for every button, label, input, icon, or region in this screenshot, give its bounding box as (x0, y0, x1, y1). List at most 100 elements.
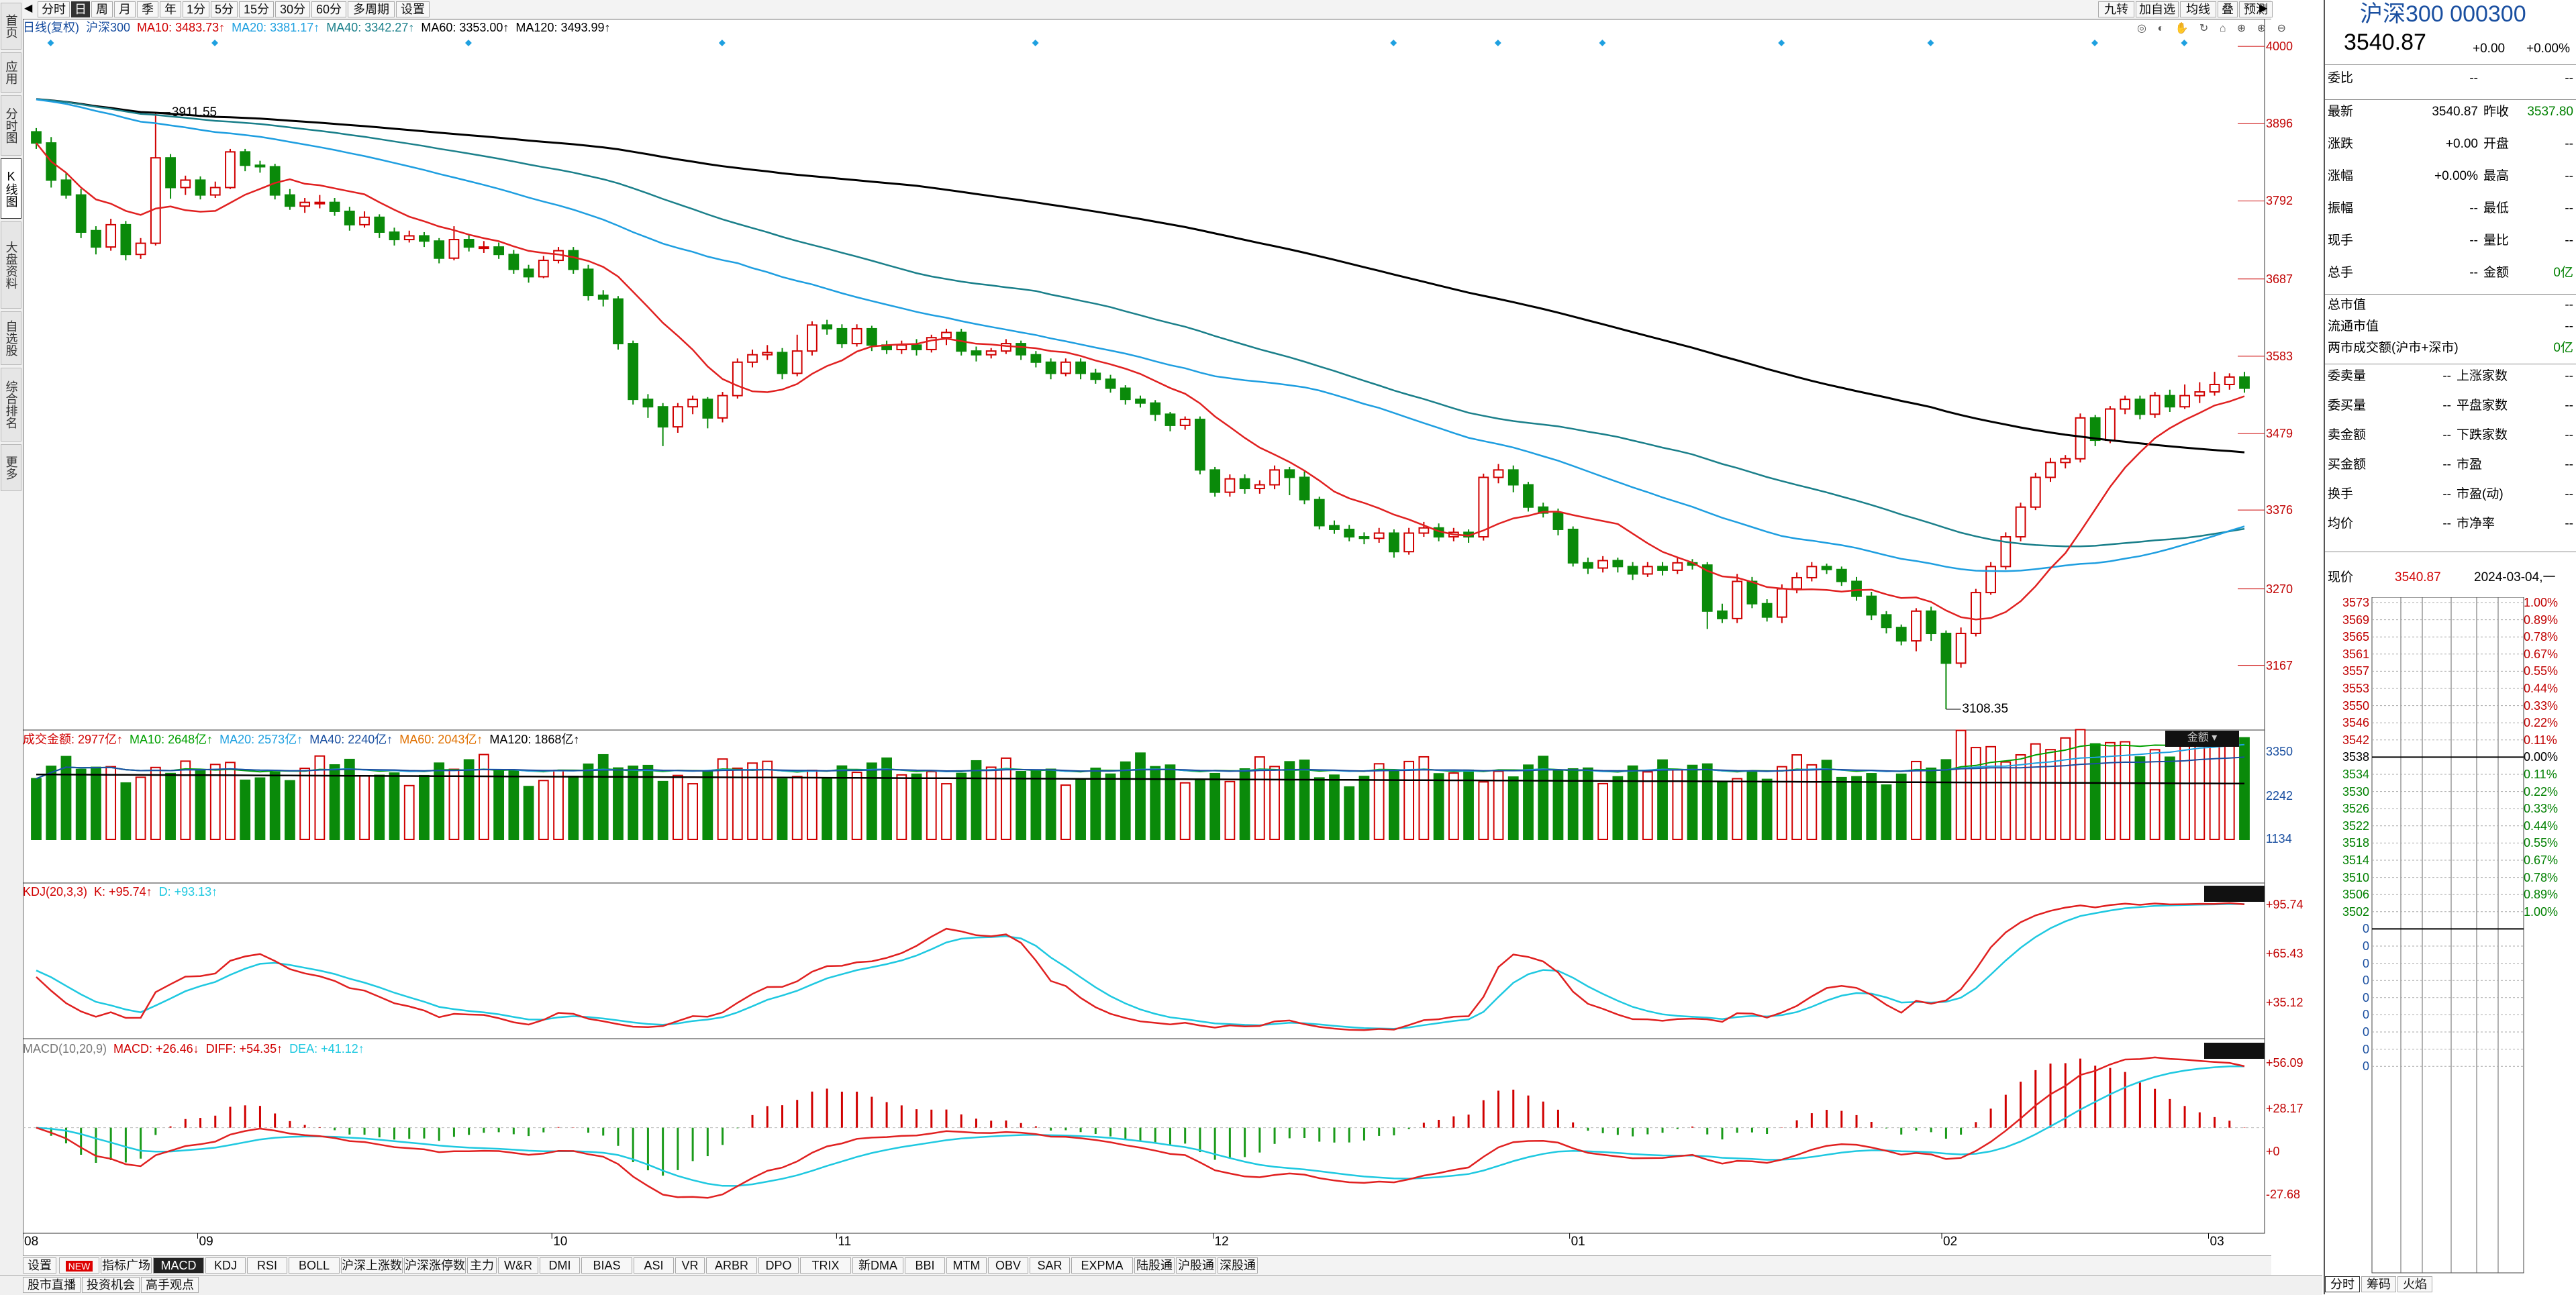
intraday-mini-chart[interactable]: 3573 3569 3565 3561 3557 3553 3550 3546 3542 3538… (2325, 596, 2576, 1274)
left-tab-4[interactable]: 大盘资料 (1, 221, 21, 309)
volume-bar (344, 758, 355, 840)
left-tab-1[interactable]: 应用 (1, 52, 21, 93)
toolbar-left-arrow-icon[interactable]: ◀ (24, 3, 33, 14)
kdj-panel-button[interactable] (2204, 886, 2265, 902)
left-tab-2[interactable]: 分时图 (1, 95, 21, 156)
period-tab-4[interactable]: 季 (137, 1, 158, 17)
indicator-tab-9[interactable]: W&R (498, 1257, 538, 1274)
settings-tab[interactable]: 设置 (23, 1257, 56, 1274)
intraday-left-label: 3510 (2342, 870, 2369, 884)
indicator-tab-16[interactable]: TRIX (800, 1257, 851, 1274)
volume-bar (2045, 749, 2056, 841)
pair-value: -- (2442, 517, 2451, 531)
volume-bar (985, 766, 997, 841)
indicator-tab-6[interactable]: 沪深上涨数 (341, 1257, 403, 1274)
main-toolbar-icons[interactable]: ◎ ◐ ✋ ↻ ⌂ ⊕ ⊕ ⊖ (2137, 23, 2290, 34)
candle-body (538, 260, 549, 278)
quote-bottom-tab-0[interactable]: 分时 (2325, 1276, 2360, 1292)
candle-body (344, 210, 355, 225)
volume-bar (314, 755, 326, 841)
volume-mode-button[interactable]: 金额 ▾ (2165, 731, 2239, 747)
period-tab-7[interactable]: 5分 (211, 1, 238, 17)
indicator-tab-0[interactable]: NEW (59, 1257, 99, 1274)
indicator-tab-19[interactable]: MTM (946, 1257, 987, 1274)
indicator-tab-label: 沪股通 (1178, 1259, 1214, 1272)
pair-label: 委买量 (2328, 399, 2367, 413)
indicator-tab-14[interactable]: ARBR (706, 1257, 757, 1274)
left-tab-5[interactable]: 自选股 (1, 311, 21, 365)
bottom-tab-2[interactable]: 高手观点 (141, 1277, 199, 1293)
period-tab-2[interactable]: 周 (91, 1, 113, 17)
macd-panel-button[interactable] (2204, 1043, 2265, 1059)
quote-value: -- (2469, 234, 2478, 248)
period-tab-3[interactable]: 月 (114, 1, 136, 17)
indicator-tab-1[interactable]: 指标广场 (101, 1257, 152, 1274)
indicator-tab-label: ARBR (714, 1259, 748, 1272)
bottom-tab-0[interactable]: 股市直播 (23, 1277, 81, 1293)
quote-bottom-tab-2[interactable]: 火焰 (2397, 1276, 2432, 1292)
indicator-tab-22[interactable]: EXPMA (1071, 1257, 1133, 1274)
candle-body (1806, 566, 1818, 578)
kdj-legend-item-1: K: +95.74↑ (94, 885, 152, 898)
indicator-tab-18[interactable]: BBI (905, 1257, 945, 1274)
indicator-tab-20[interactable]: OBV (988, 1257, 1028, 1274)
period-tab-11[interactable]: 多周期 (348, 1, 395, 17)
toolbar-right-1[interactable]: 加自选 (2136, 1, 2179, 17)
period-tab-10[interactable]: 60分 (311, 1, 346, 17)
kline-chart[interactable]: 日线(复权) 沪深300 MA10: 3483.73↑ MA20: 3381.17↑ M… (23, 19, 2303, 1255)
toolbar-right-0[interactable]: 九转 (2098, 1, 2134, 17)
indicator-tab-12[interactable]: ASI (634, 1257, 674, 1274)
candle-body (1970, 592, 1981, 635)
volume-bar (1583, 767, 1593, 840)
period-tab-0[interactable]: 分时 (38, 1, 70, 17)
period-tab-9[interactable]: 30分 (275, 1, 310, 17)
quote-bottom-tab-1[interactable]: 筹码 (2361, 1276, 2396, 1292)
left-tab-3[interactable]: K线图 (1, 158, 21, 219)
intraday-right-label: 0.11% (2524, 733, 2557, 747)
indicator-tab-17[interactable]: 新DMA (852, 1257, 903, 1274)
volume-bar (403, 784, 415, 840)
indicator-tab-23[interactable]: 陆股通 (1134, 1257, 1175, 1274)
indicator-tab-3[interactable]: KDJ (205, 1257, 246, 1274)
indicator-tab-8[interactable]: 主力 (467, 1257, 497, 1274)
indicator-tab-4[interactable]: RSI (247, 1257, 287, 1274)
left-tab-6[interactable]: 综合排名 (1, 368, 21, 442)
candle-body (60, 179, 72, 196)
volume-bar (642, 764, 654, 840)
period-tab-12[interactable]: 设置 (396, 1, 430, 17)
indicator-tab-2[interactable]: MACD (153, 1257, 204, 1274)
indicator-tab-5[interactable]: BOLL (289, 1257, 340, 1274)
indicator-tab-24[interactable]: 沪股通 (1176, 1257, 1216, 1274)
macd-legend: MACD(10,20,9) MACD: +26.46↓ DIFF: +54.35↑ D… (23, 1041, 371, 1056)
period-tab-1[interactable]: 日 (71, 1, 90, 17)
indicator-tab-15[interactable]: DPO (758, 1257, 799, 1274)
left-tab-0[interactable]: 首页 (1, 3, 21, 50)
indicator-tab-7[interactable]: 沪深涨停数 (404, 1257, 466, 1274)
period-tab-8[interactable]: 15分 (239, 1, 274, 17)
volume-bar (1314, 777, 1325, 840)
indicator-tab-13[interactable]: VR (675, 1257, 705, 1274)
left-tab-7[interactable]: 更多 (1, 444, 21, 491)
volume-bar (2105, 741, 2116, 840)
volume-bar (1090, 768, 1101, 841)
toolbar-right-3[interactable]: 叠 (2218, 1, 2238, 17)
xaxis-label: 11 (838, 1235, 852, 1249)
period-tab-5[interactable]: 年 (160, 1, 181, 17)
toolbar-right-2[interactable]: 均线 (2180, 1, 2216, 17)
cap-label: 总市值 (2328, 298, 2367, 312)
indicator-tab-11[interactable]: BIAS (581, 1257, 632, 1274)
candle-body (1701, 564, 1713, 612)
toolbar-right-4[interactable]: 预测 (2239, 1, 2273, 17)
indicator-tab-25[interactable]: 深股通 (1218, 1257, 1258, 1274)
indicator-tab-10[interactable]: DMI (540, 1257, 580, 1274)
volume-yaxis-label: 2242 (2266, 789, 2293, 802)
intraday-right-label: 0.44% (2524, 819, 2559, 833)
candle-body (1612, 560, 1624, 568)
indicator-tab-21[interactable]: SAR (1030, 1257, 1070, 1274)
bottom-tab-1[interactable]: 投资机会 (82, 1277, 140, 1293)
intraday-left-label: 0 (2362, 939, 2369, 953)
kdj-yaxis-label: +65.43 (2266, 947, 2303, 960)
period-tab-6[interactable]: 1分 (183, 1, 209, 17)
chart-canvas[interactable] (23, 19, 2271, 1255)
toolbar-right-arrow-icon[interactable]: ▶ (2259, 3, 2268, 14)
